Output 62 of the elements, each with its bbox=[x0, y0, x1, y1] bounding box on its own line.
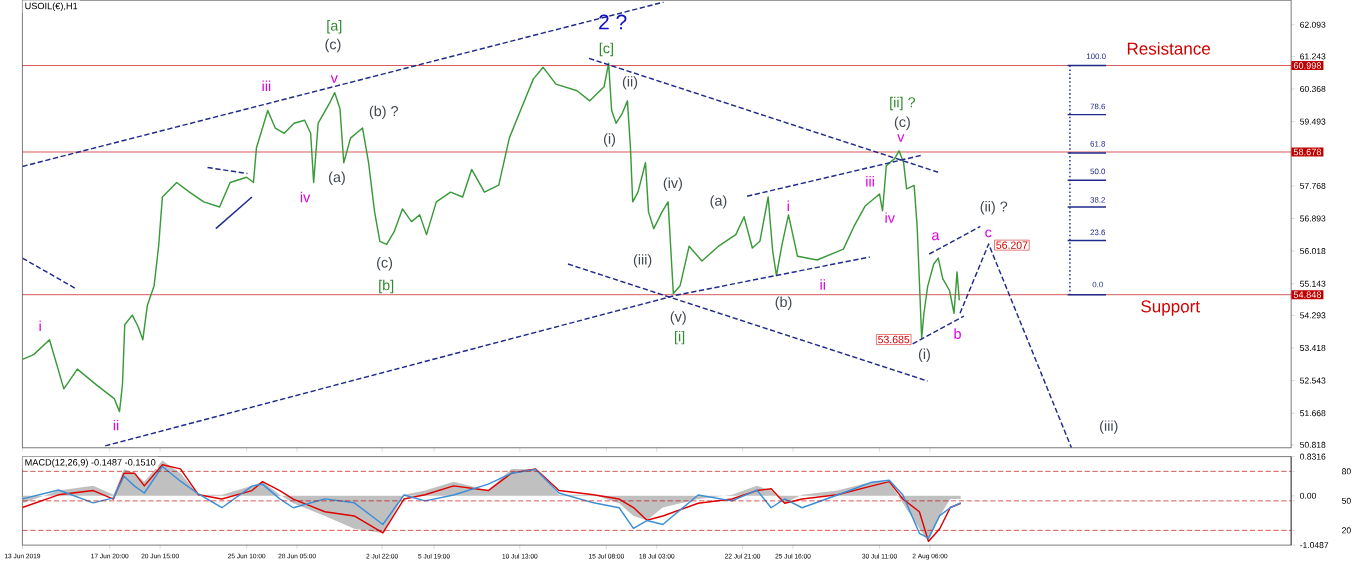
annotation: (i) bbox=[604, 133, 616, 147]
annotation: (b) bbox=[775, 296, 792, 311]
annotation: (ii) bbox=[622, 76, 638, 90]
annotation: i bbox=[39, 320, 41, 332]
y-tick-label: 61.243 bbox=[1300, 53, 1326, 60]
line-series bbox=[22, 62, 961, 413]
ref-line-label: 58.678 bbox=[1293, 148, 1322, 156]
y-tick-label: 57.768 bbox=[1300, 183, 1326, 190]
y-tick-label: 52.543 bbox=[1300, 377, 1326, 384]
ref-line-label: 60.998 bbox=[1293, 62, 1322, 69]
annotation: [i] bbox=[674, 331, 685, 345]
annotation: (iii) bbox=[633, 254, 652, 268]
annotation: ii bbox=[820, 279, 825, 290]
annotation: (iii) bbox=[1100, 420, 1118, 434]
annotation: iii bbox=[262, 80, 271, 92]
y-tick-label: 59.493 bbox=[1300, 118, 1326, 125]
annotation: c bbox=[985, 229, 992, 238]
annotation: [c] bbox=[599, 42, 613, 57]
annotation: (b) ? bbox=[369, 105, 399, 120]
annotation: a bbox=[932, 232, 940, 241]
annotation: Support bbox=[1141, 300, 1200, 316]
annotation: b bbox=[954, 328, 961, 340]
ref-line-label: 54.848 bbox=[1293, 291, 1322, 299]
annotation: (a) bbox=[710, 195, 727, 209]
annotation: iv bbox=[885, 212, 895, 224]
y2-tick-label: 50 bbox=[1342, 498, 1351, 505]
chart-title: USOIL(€),H1 bbox=[25, 2, 78, 12]
annotation: 2 ? bbox=[599, 14, 627, 30]
y-tick-label: -1.0487 bbox=[1300, 542, 1329, 549]
annotation: iv bbox=[300, 191, 311, 203]
annotation: (c) bbox=[894, 116, 910, 131]
y-tick-label: 50.818 bbox=[1300, 442, 1326, 449]
y-tick-label: 54.293 bbox=[1300, 312, 1326, 319]
annotation: (i) bbox=[918, 348, 930, 363]
annotation: 56.207 bbox=[996, 241, 1028, 250]
y-tick-label: 60.368 bbox=[1300, 86, 1326, 93]
annotation: v bbox=[897, 134, 905, 142]
y-tick-label: 55.143 bbox=[1300, 280, 1326, 287]
annotation: (v) bbox=[670, 311, 686, 325]
annotation: 53.685 bbox=[878, 336, 910, 344]
y-tick-label: 56.018 bbox=[1300, 248, 1326, 255]
y-tick-label: 53.418 bbox=[1300, 345, 1326, 352]
annotation: (c) bbox=[377, 257, 393, 271]
annotation: [a] bbox=[327, 20, 342, 34]
y2-tick-label: 80 bbox=[1342, 468, 1351, 475]
annotation: (iv) bbox=[663, 177, 682, 192]
y-tick-label: 0.8316 bbox=[1300, 453, 1326, 460]
annotation: [ii] ? bbox=[890, 96, 916, 111]
annotation: (ii) ? bbox=[980, 201, 1008, 215]
annotation: (c) bbox=[325, 38, 341, 53]
y-tick-label: 51.668 bbox=[1300, 410, 1326, 417]
annotation: Resistance bbox=[1127, 42, 1211, 55]
y-tick-label: 56.893 bbox=[1300, 215, 1326, 222]
annotation: v bbox=[330, 75, 338, 83]
y-tick-label: 62.093 bbox=[1300, 21, 1326, 28]
annotation: (a) bbox=[329, 171, 345, 186]
annotation: iii bbox=[866, 176, 874, 187]
y2-tick-label: 20 bbox=[1342, 527, 1351, 534]
y-tick-label: 0.00 bbox=[1300, 492, 1316, 499]
annotation: i bbox=[787, 200, 789, 212]
annotation: ii bbox=[113, 420, 119, 431]
annotation: [b] bbox=[379, 279, 394, 294]
